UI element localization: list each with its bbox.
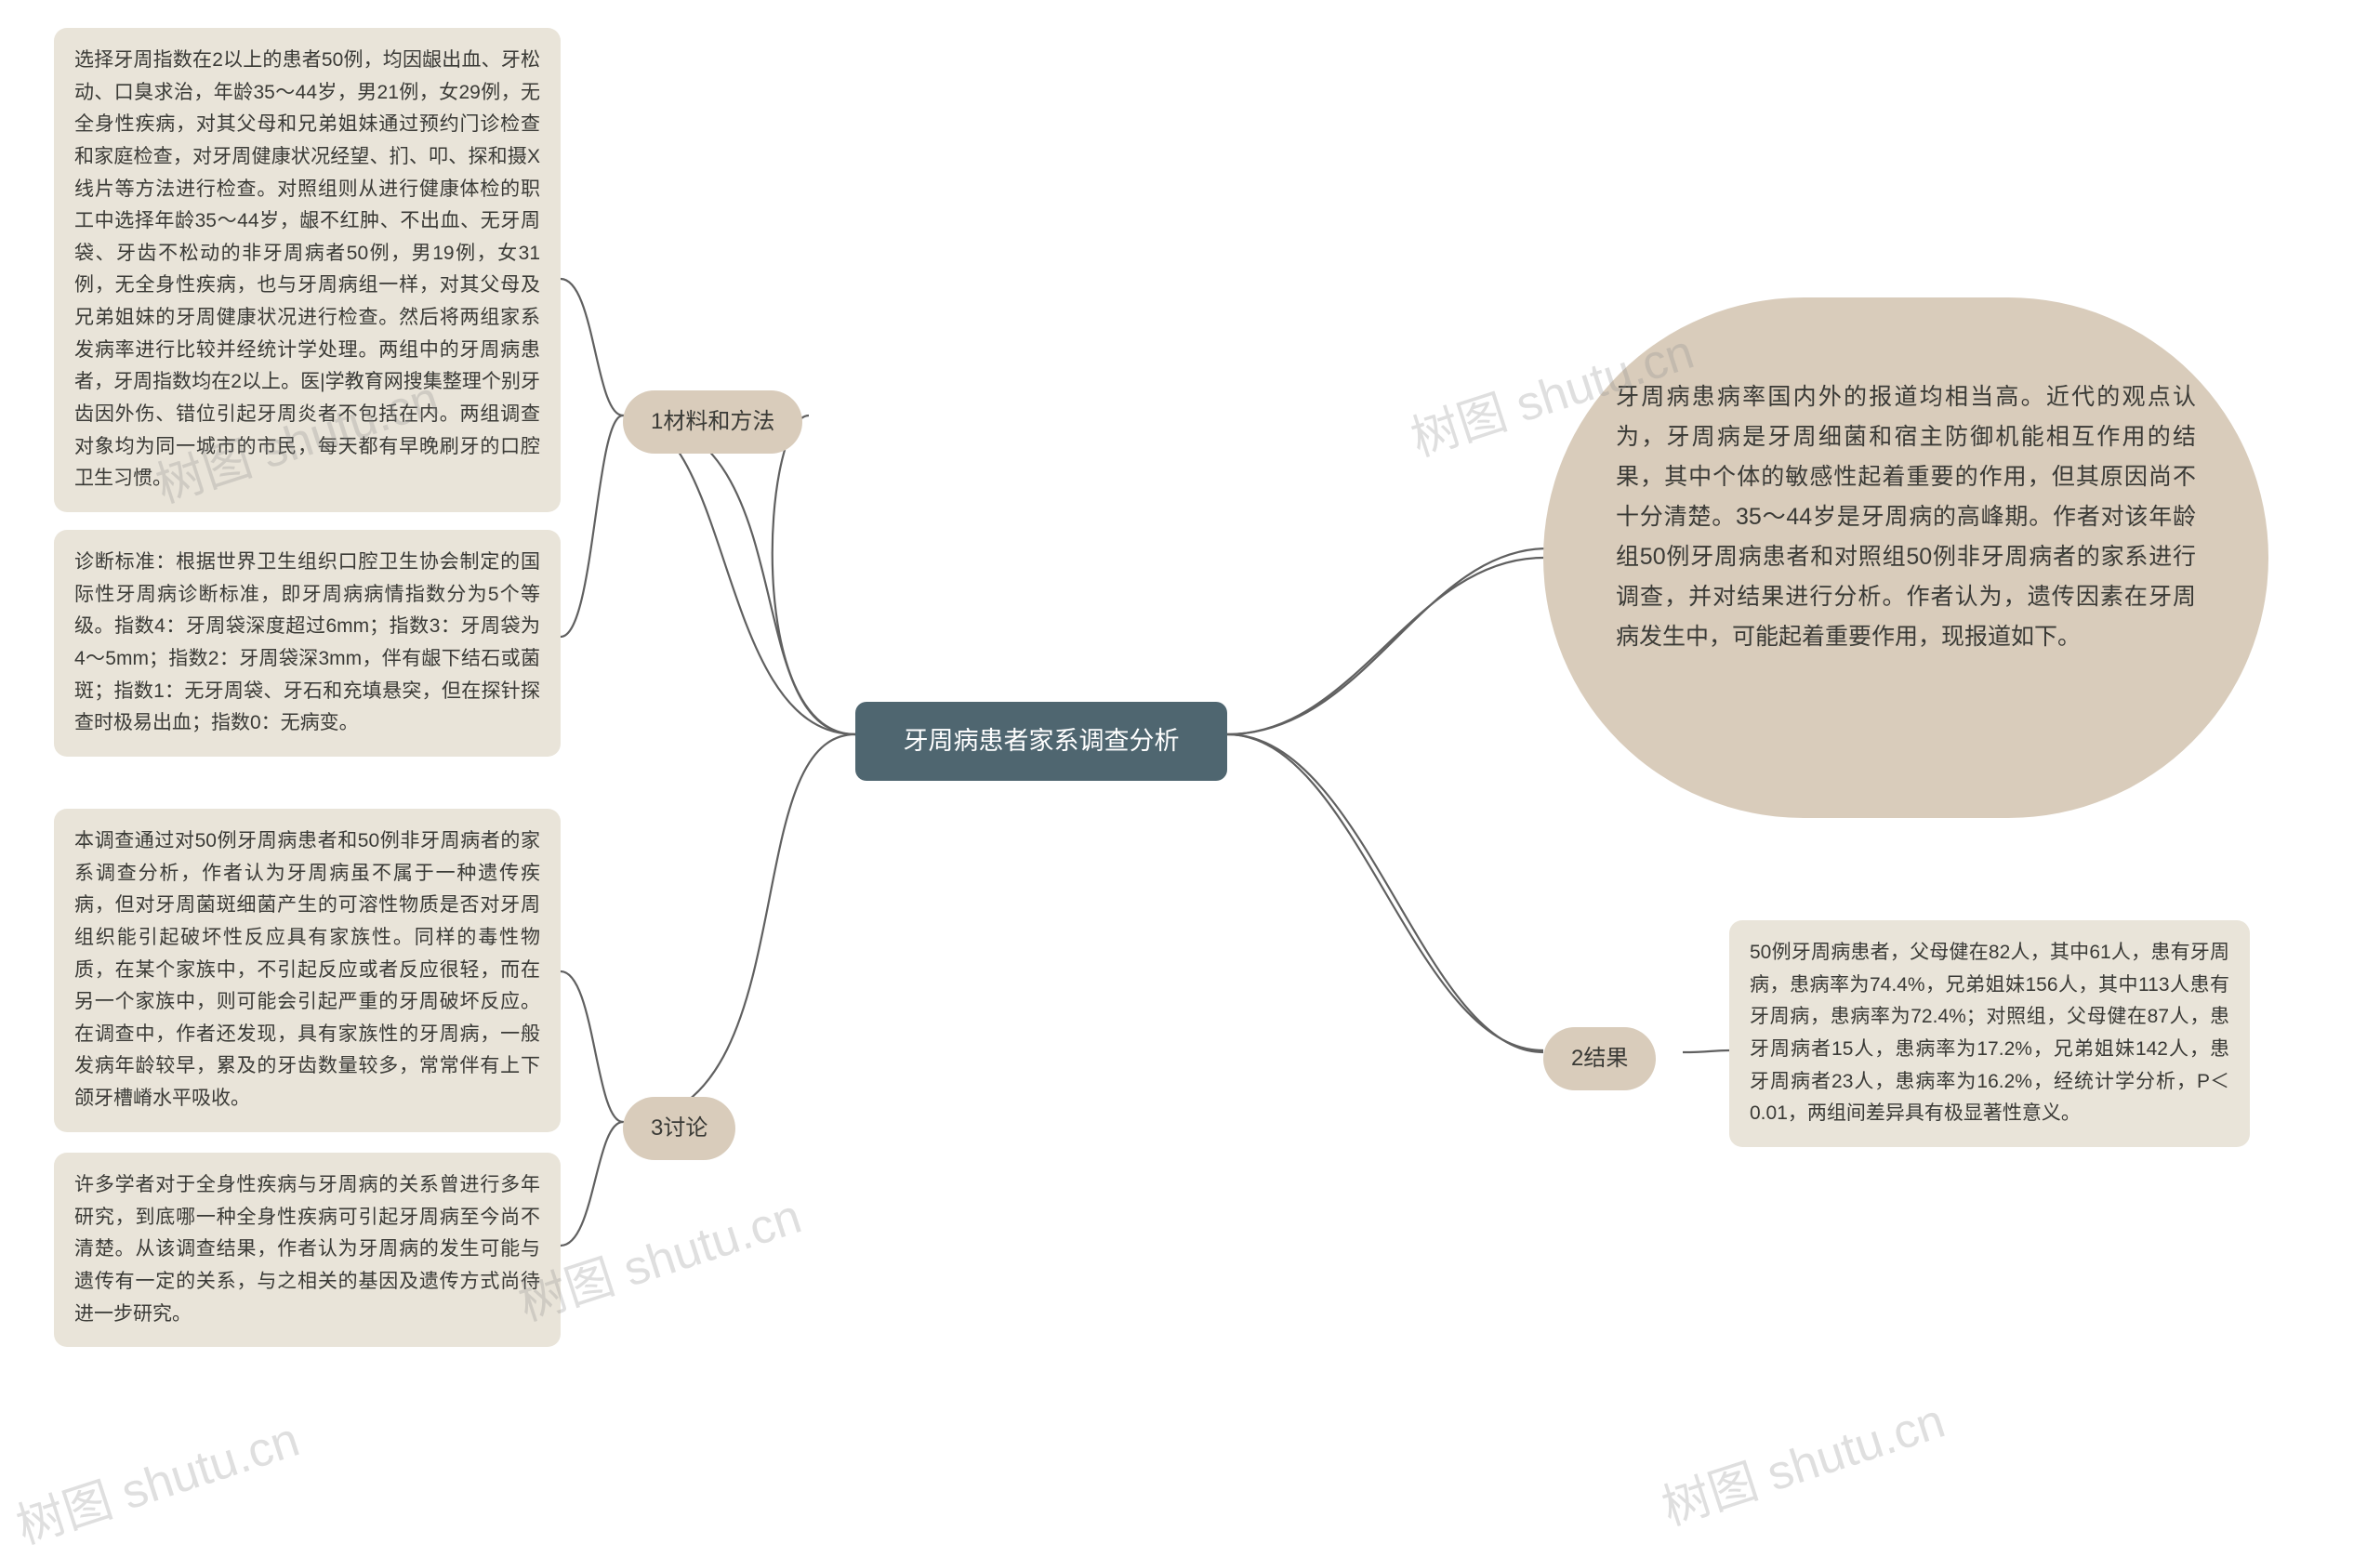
branch-results-label: 2结果 <box>1571 1046 1628 1071</box>
leaf-materials-1[interactable]: 诊断标准：根据世界卫生组织口腔卫生协会制定的国际性牙周病诊断标准，即牙周病病情指… <box>54 530 561 757</box>
intro-node[interactable]: 牙周病患病率国内外的报道均相当高。近代的观点认为，牙周病是牙周细菌和宿主防御机能… <box>1543 297 2268 818</box>
branch-discussion[interactable]: 3讨论 <box>623 1097 735 1160</box>
leaf-discussion-0[interactable]: 本调查通过对50例牙周病患者和50例非牙周病者的家系调查分析，作者认为牙周病虽不… <box>54 809 561 1132</box>
leaf-discussion-1[interactable]: 许多学者对于全身性疾病与牙周病的关系曾进行多年研究，到底哪一种全身性疾病可引起牙… <box>54 1153 561 1347</box>
leaf-materials-0-text: 选择牙周指数在2以上的患者50例，均因龈出血、牙松动、口臭求治，年龄35～44岁… <box>74 49 540 489</box>
leaf-results-0-text: 50例牙周病患者，父母健在82人，其中61人，患有牙周病，患病率为74.4%，兄… <box>1750 942 2229 1124</box>
mindmap-canvas: 牙周病患者家系调查分析 牙周病患病率国内外的报道均相当高。近代的观点认为，牙周病… <box>0 0 2380 1490</box>
leaf-materials-0[interactable]: 选择牙周指数在2以上的患者50例，均因龈出血、牙松动、口臭求治，年龄35～44岁… <box>54 28 561 512</box>
branch-results[interactable]: 2结果 <box>1543 1027 1656 1090</box>
leaf-materials-1-text: 诊断标准：根据世界卫生组织口腔卫生协会制定的国际性牙周病诊断标准，即牙周病病情指… <box>74 551 540 733</box>
leaf-results-0[interactable]: 50例牙周病患者，父母健在82人，其中61人，患有牙周病，患病率为74.4%，兄… <box>1729 920 2250 1147</box>
branch-materials-label: 1材料和方法 <box>651 409 774 434</box>
branch-discussion-label: 3讨论 <box>651 1115 707 1141</box>
center-node[interactable]: 牙周病患者家系调查分析 <box>855 702 1227 781</box>
center-title: 牙周病患者家系调查分析 <box>904 727 1180 755</box>
leaf-discussion-0-text: 本调查通过对50例牙周病患者和50例非牙周病者的家系调查分析，作者认为牙周病虽不… <box>74 830 540 1109</box>
branch-materials[interactable]: 1材料和方法 <box>623 390 802 454</box>
leaf-discussion-1-text: 许多学者对于全身性疾病与牙周病的关系曾进行多年研究，到底哪一种全身性疾病可引起牙… <box>74 1174 540 1325</box>
intro-text: 牙周病患病率国内外的报道均相当高。近代的观点认为，牙周病是牙周细菌和宿主防御机能… <box>1616 384 2196 650</box>
watermark: 树图 shutu.cn <box>7 1400 307 1557</box>
watermark: 树图 shutu.cn <box>1652 1381 1952 1538</box>
